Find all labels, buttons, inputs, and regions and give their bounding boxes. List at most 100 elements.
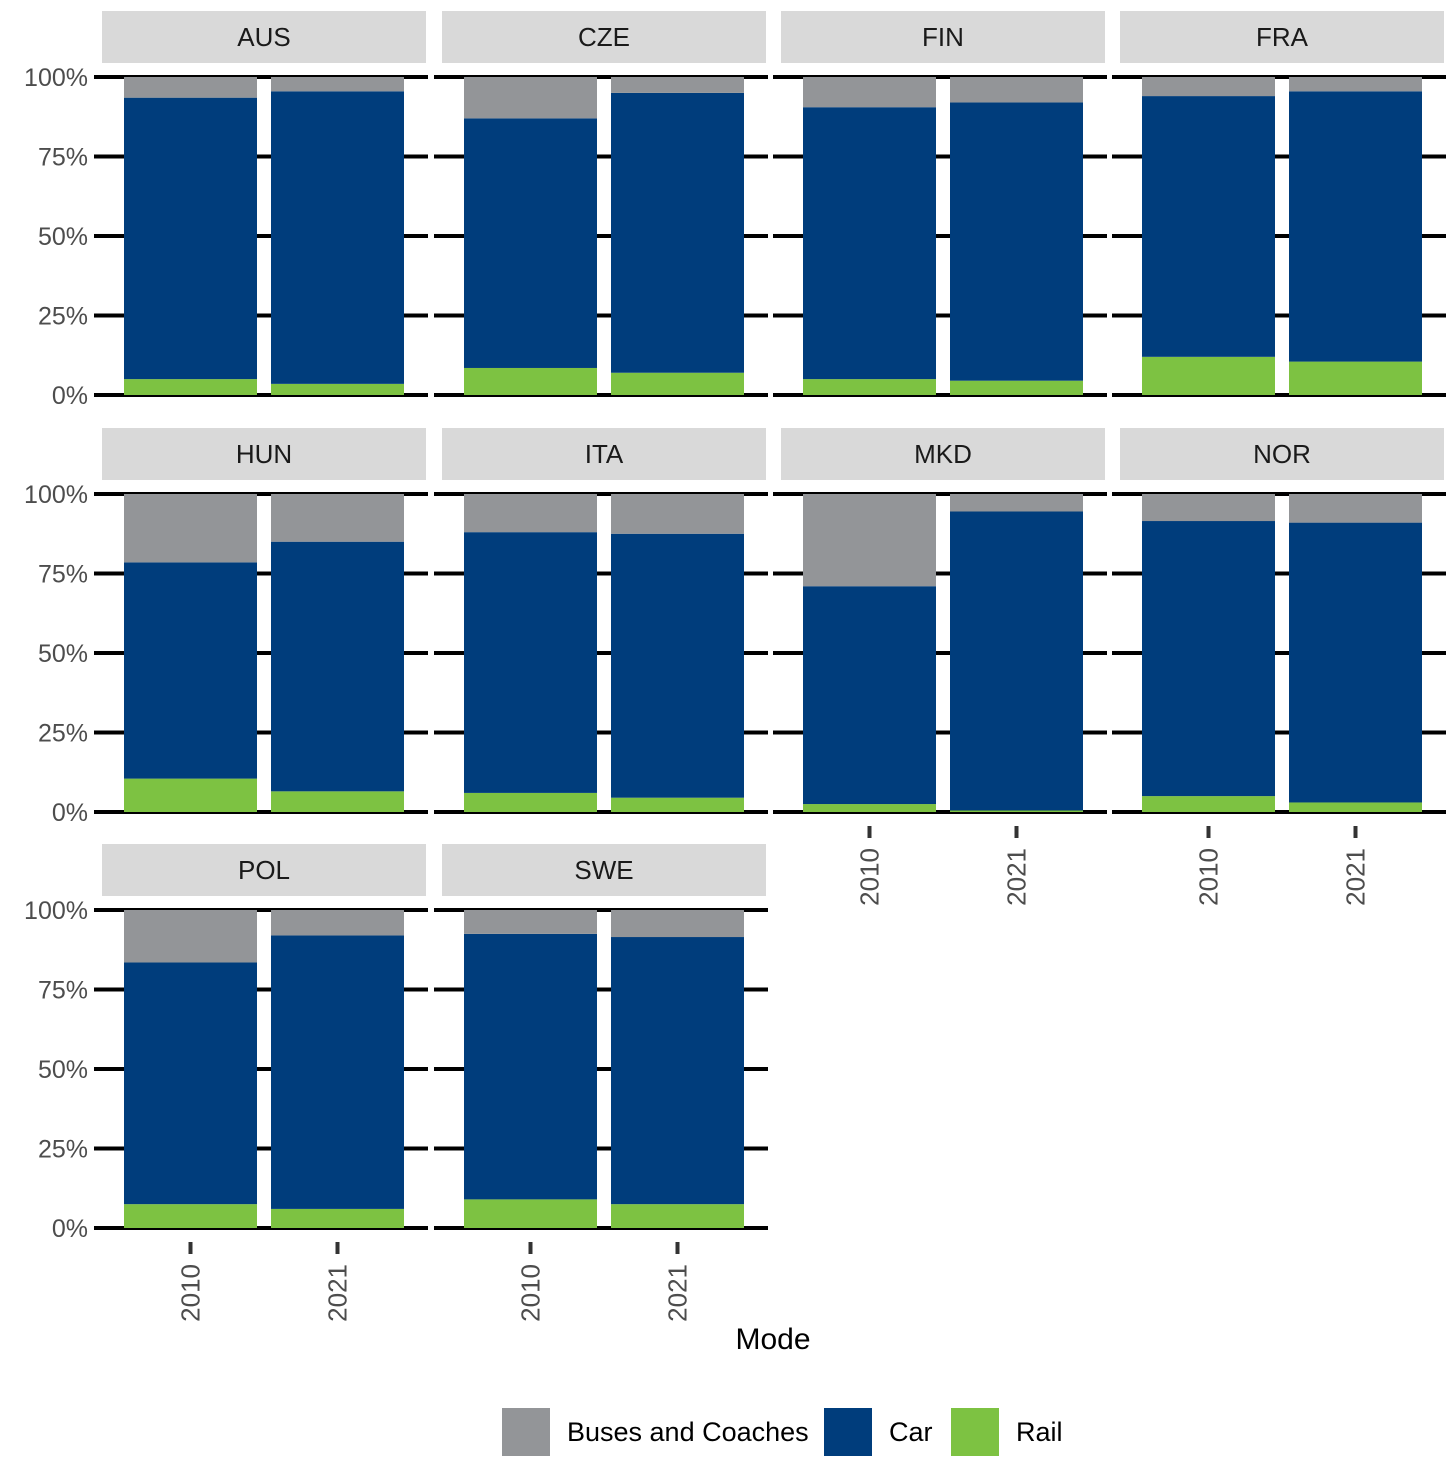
legend-key-car [824,1408,872,1456]
x-tick-label-pol-2021: 2021 [323,1264,353,1322]
legend-label-rail: Rail [1016,1417,1063,1447]
bar-hun-2010-buses-and-coaches [124,494,257,563]
y-tick-label-row0-1: 25% [38,303,88,331]
facet-strip-fin [781,11,1105,63]
x-tick-label-nor-2010: 2010 [1194,848,1224,906]
bar-nor-2010-car [1142,521,1275,797]
bar-mkd-2010-buses-and-coaches [803,494,936,587]
bar-pol-2010-car [124,962,257,1205]
bar-aus-2021-car [271,91,404,384]
y-tick-label-row0-3: 75% [38,144,88,172]
y-tick-label-row1-0: 0% [52,799,88,827]
bar-swe-2021-car [611,937,744,1205]
bar-fra-2021-buses-and-coaches [1289,77,1422,92]
bar-fin-2010-car [803,107,936,380]
bar-aus-2021-rail [271,383,404,395]
y-tick-label-row1-3: 75% [38,561,88,589]
facet-strip-aus [102,11,426,63]
bar-swe-2010-buses-and-coaches [464,910,597,934]
bar-fra-2010-buses-and-coaches [1142,77,1275,97]
bar-fin-2021-car [950,102,1083,381]
facet-strip-ita [442,428,766,480]
facet-label-nor: NOR [1253,439,1311,469]
bar-fra-2021-rail [1289,361,1422,395]
facet-label-cze: CZE [578,22,630,52]
bar-pol-2010-rail [124,1204,257,1228]
facet-strip-swe [442,844,766,896]
bar-swe-2010-car [464,933,597,1200]
bar-mkd-2021-rail [950,810,1083,812]
bar-fra-2010-car [1142,96,1275,357]
bar-mkd-2021-buses-and-coaches [950,494,1083,512]
facet-strip-mkd [781,428,1105,480]
bar-fin-2021-rail [950,380,1083,395]
y-tick-label-row2-3: 75% [38,977,88,1005]
y-tick-label-row0-0: 0% [52,382,88,410]
bar-mkd-2010-car [803,586,936,805]
y-tick-label-row2-4: 100% [24,897,88,925]
x-tick-label-mkd-2010: 2010 [855,848,885,906]
bar-nor-2010-rail [1142,796,1275,812]
bar-ita-2010-rail [464,792,597,812]
facet-strip-cze [442,11,766,63]
bar-nor-2010-buses-and-coaches [1142,494,1275,522]
y-tick-label-row1-2: 50% [38,640,88,668]
bar-fra-2021-car [1289,91,1422,362]
bar-ita-2021-rail [611,797,744,812]
facet-label-swe: SWE [574,855,633,885]
bar-ita-2010-buses-and-coaches [464,494,597,533]
facet-strip-fra [1120,11,1444,63]
bar-pol-2010-buses-and-coaches [124,910,257,963]
x-axis-title: Mode [735,1323,810,1356]
legend-key-buses-and-coaches [502,1408,550,1456]
legend-key-rail [951,1408,999,1456]
bar-fra-2010-rail [1142,356,1275,395]
facet-label-ita: ITA [585,439,624,469]
bar-cze-2010-rail [464,367,597,395]
bar-hun-2021-rail [271,791,404,812]
facet-label-aus: AUS [237,22,290,52]
bar-cze-2021-car [611,92,744,373]
bar-fin-2010-rail [803,379,936,395]
bar-hun-2021-car [271,541,404,792]
bar-cze-2021-buses-and-coaches [611,77,744,93]
facet-strip-nor [1120,428,1444,480]
y-tick-label-row0-4: 100% [24,64,88,92]
facet-label-fin: FIN [922,22,964,52]
bar-swe-2021-buses-and-coaches [611,910,744,938]
facet-label-mkd: MKD [914,439,972,469]
bar-nor-2021-car [1289,522,1422,803]
bar-hun-2010-rail [124,778,257,812]
bar-mkd-2021-car [950,511,1083,811]
bar-swe-2010-rail [464,1199,597,1228]
bar-ita-2010-car [464,532,597,793]
bar-hun-2021-buses-and-coaches [271,494,404,542]
bar-pol-2021-buses-and-coaches [271,910,404,936]
bar-cze-2010-car [464,118,597,368]
facet-label-hun: HUN [236,439,292,469]
facet-label-pol: POL [238,855,290,885]
legend-label-buses-and-coaches: Buses and Coaches [567,1417,809,1447]
y-tick-label-row1-1: 25% [38,720,88,748]
bar-mkd-2010-rail [803,804,936,812]
bar-hun-2010-car [124,562,257,779]
y-tick-label-row0-2: 50% [38,223,88,251]
bar-ita-2021-buses-and-coaches [611,494,744,534]
bar-aus-2010-rail [124,379,257,395]
bar-aus-2010-car [124,97,257,380]
legend-label-car: Car [889,1417,933,1447]
bar-ita-2021-car [611,533,744,798]
bar-aus-2010-buses-and-coaches [124,77,257,98]
facet-label-fra: FRA [1256,22,1309,52]
bar-cze-2021-rail [611,372,744,395]
bar-nor-2021-buses-and-coaches [1289,494,1422,523]
x-tick-label-swe-2010: 2010 [516,1264,546,1322]
facet-strip-pol [102,844,426,896]
bar-pol-2021-rail [271,1208,404,1228]
x-tick-label-pol-2010: 2010 [176,1264,206,1322]
y-tick-label-row2-1: 25% [38,1136,88,1164]
x-tick-label-swe-2021: 2021 [663,1264,693,1322]
bar-aus-2021-buses-and-coaches [271,77,404,92]
bar-cze-2010-buses-and-coaches [464,77,597,119]
